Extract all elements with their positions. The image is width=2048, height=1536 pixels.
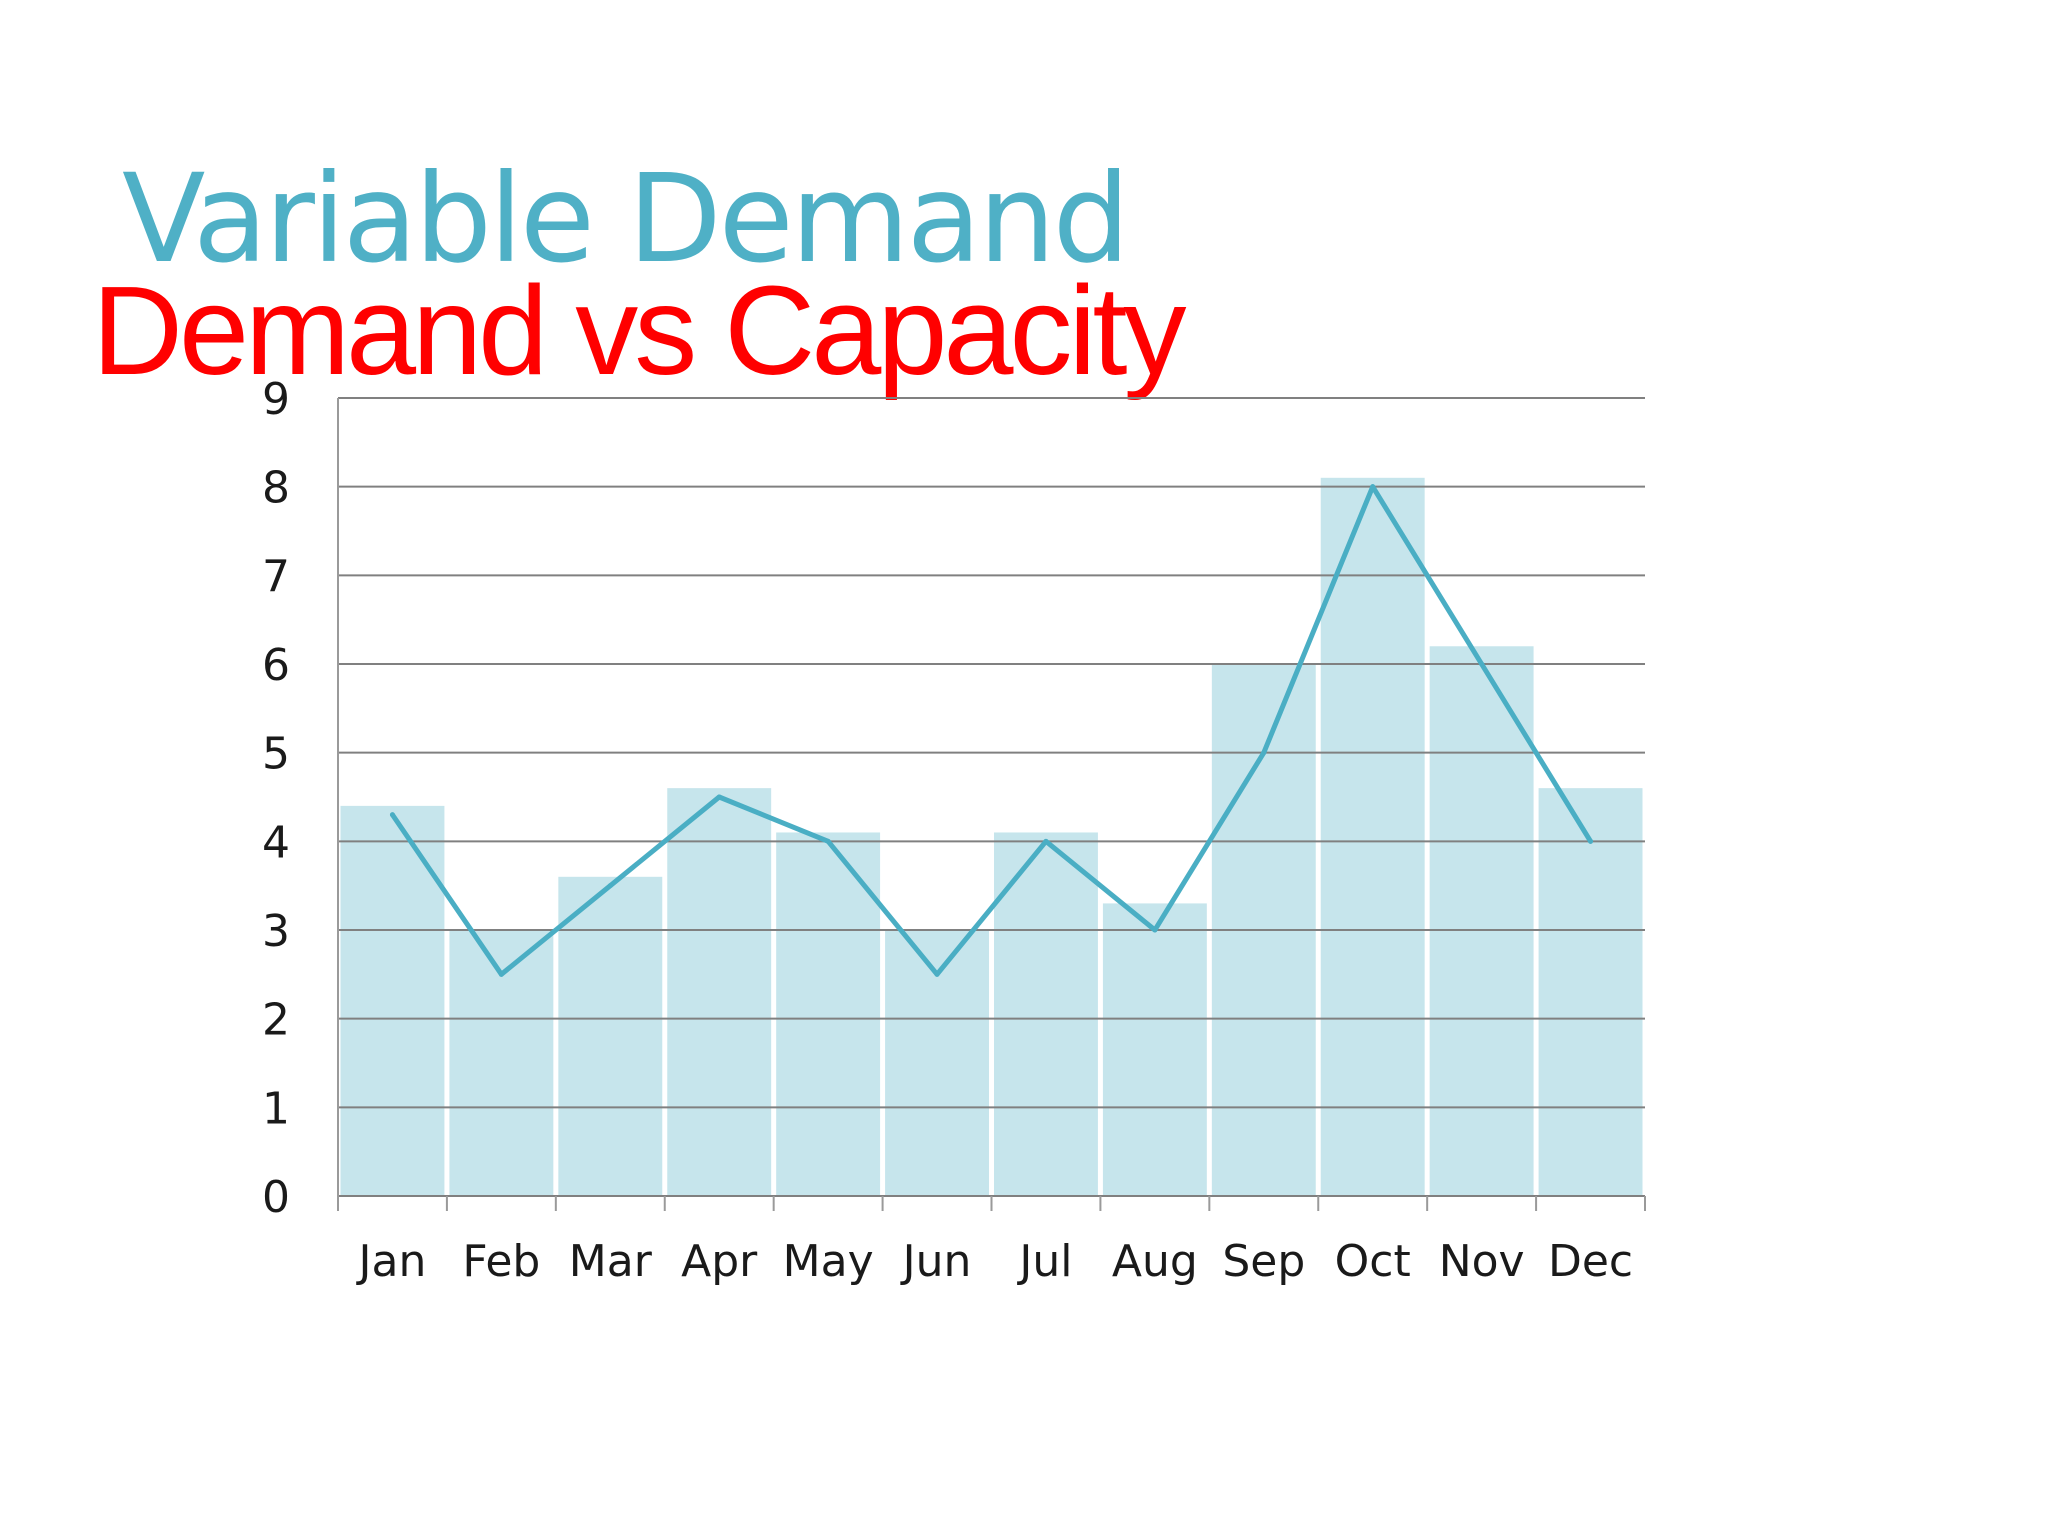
line-point-feb bbox=[498, 971, 504, 977]
x-tick-label: Jan bbox=[356, 1236, 427, 1287]
line-point-aug bbox=[1152, 927, 1158, 933]
demand-line bbox=[389, 484, 1594, 977]
bar-dec bbox=[1538, 788, 1643, 1196]
x-tick-label: Jun bbox=[900, 1236, 972, 1287]
x-tick-label: Feb bbox=[462, 1236, 540, 1287]
x-tick-label: Dec bbox=[1548, 1236, 1633, 1287]
x-tick-label: Oct bbox=[1335, 1236, 1411, 1287]
line-point-sep bbox=[1261, 750, 1267, 756]
line-points bbox=[389, 484, 1594, 977]
y-tick-labels: 0 1 2 3 4 5 6 7 8 9 bbox=[262, 374, 290, 1223]
x-tick-label: Sep bbox=[1222, 1236, 1305, 1287]
y-tick-label: 7 bbox=[262, 551, 290, 602]
x-tick-labels: Jan Feb Mar Apr May Jun Jul Aug Sep Oct Nov Dec bbox=[356, 1236, 1634, 1287]
x-axis-ticks bbox=[337, 1196, 1646, 1211]
y-tick-label: 5 bbox=[262, 729, 290, 780]
y-tick-label: 1 bbox=[262, 1083, 290, 1134]
line-point-mar bbox=[607, 883, 613, 889]
bar-jul bbox=[994, 832, 1098, 1196]
bar-oct bbox=[1320, 477, 1425, 1196]
bar-jun bbox=[885, 930, 989, 1196]
y-tick-label: 0 bbox=[262, 1172, 290, 1223]
bar-jan bbox=[340, 805, 445, 1196]
x-tick-label: Jul bbox=[1016, 1236, 1072, 1287]
line-point-jun bbox=[934, 971, 940, 977]
y-tick-label: 9 bbox=[262, 374, 290, 425]
line-point-may bbox=[825, 838, 831, 844]
x-tick-label: Apr bbox=[681, 1236, 758, 1287]
y-tick-label: 2 bbox=[262, 995, 290, 1046]
y-tick-label: 3 bbox=[262, 906, 290, 957]
x-tick-label: May bbox=[783, 1236, 874, 1287]
line-point-oct bbox=[1370, 484, 1376, 490]
line-point-apr bbox=[716, 794, 722, 800]
x-tick-label: Nov bbox=[1439, 1236, 1525, 1287]
y-tick-label: 8 bbox=[262, 463, 290, 514]
bar-mar bbox=[558, 876, 663, 1196]
x-tick-label: Aug bbox=[1112, 1236, 1198, 1287]
y-tick-label: 6 bbox=[262, 640, 290, 691]
bar-series bbox=[340, 477, 1643, 1196]
slide-title: Variable Demand bbox=[122, 148, 1130, 290]
bar-may bbox=[776, 832, 881, 1196]
x-tick-label: Mar bbox=[569, 1236, 653, 1287]
slide-subtitle: Demand vs Capacity bbox=[92, 260, 1186, 401]
y-tick-label: 4 bbox=[262, 817, 290, 868]
line-point-jul bbox=[1043, 838, 1049, 844]
line-point-jan bbox=[389, 812, 395, 818]
bar-apr bbox=[667, 788, 772, 1196]
line-point-nov bbox=[1479, 661, 1485, 667]
line-point-dec bbox=[1588, 838, 1594, 844]
bar-aug bbox=[1102, 903, 1207, 1196]
bar-nov bbox=[1429, 646, 1534, 1196]
